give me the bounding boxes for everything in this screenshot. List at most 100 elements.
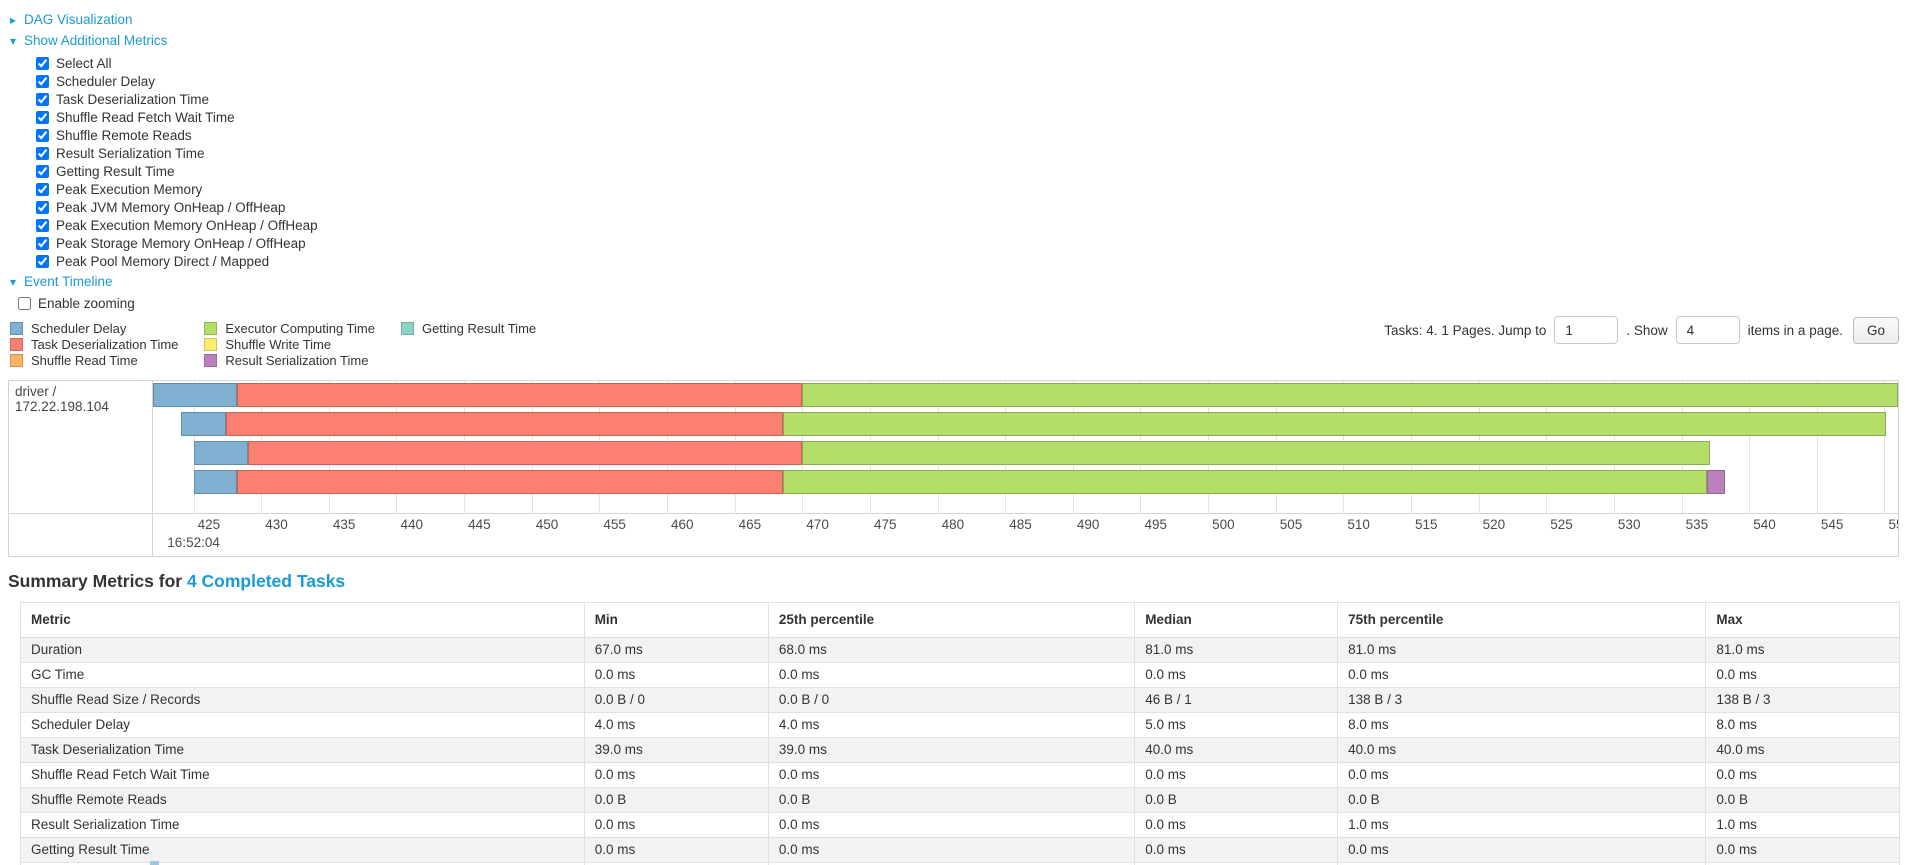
metric-checkbox[interactable]: [36, 164, 49, 178]
legend-column: Executor Computing Time Shuffle Write Tim…: [204, 320, 375, 368]
metric-value-cell: 0.0 B: [1337, 787, 1707, 813]
task-bar-segment-task-deserialization[interactable]: [247, 441, 803, 465]
axis-tick-label: 505: [1279, 517, 1303, 532]
metric-checkbox-label: Result Serialization Time: [56, 145, 205, 161]
task-bar-segment-scheduler-delay[interactable]: [193, 441, 248, 465]
metric-value-cell: 0.0 B: [1134, 787, 1339, 813]
timeline-plot-area: [153, 381, 1898, 513]
metric-checkbox[interactable]: [36, 128, 49, 142]
axis-tick-label: 550: [1888, 517, 1898, 532]
metric-value-cell: 0.0 ms: [1134, 812, 1339, 838]
legend-swatch-icon: [10, 337, 23, 351]
event-timeline-toggle[interactable]: ▾ Event Timeline: [10, 273, 1907, 291]
metric-value-cell: 1.0 ms: [1337, 812, 1707, 838]
axis-tick-label: 485: [1009, 517, 1032, 532]
axis-tick-label: 425: [197, 517, 221, 532]
jump-to-page-input[interactable]: [1554, 316, 1619, 344]
timeline-x-axis: 425 430 435 440 445 450 455 460 465 470 475 480 485 4…: [153, 514, 1898, 556]
legend-item: Shuffle Read Time: [10, 352, 178, 368]
metric-checkbox-label: Select All: [56, 55, 112, 71]
axis-tick-label: 460: [671, 517, 694, 532]
event-timeline-link[interactable]: Event Timeline: [24, 274, 113, 289]
metric-name-cell: Shuffle Read Fetch Wait Time: [20, 762, 585, 788]
metric-value-cell: 928 B: [1337, 862, 1707, 865]
metric-value-cell: 8.0 ms: [1337, 712, 1707, 738]
legend-label: Task Deserialization Time: [31, 336, 179, 352]
metric-value-cell: 0.0 ms: [583, 837, 769, 863]
gridline: [1816, 381, 1818, 513]
enable-zooming-checkbox[interactable]: [18, 296, 31, 310]
metric-value-cell: 928 B: [1705, 862, 1900, 865]
metric-checkbox[interactable]: [36, 182, 49, 196]
table-column-header: Median: [1134, 602, 1339, 638]
metric-checkbox[interactable]: [36, 200, 49, 214]
axis-tick-label: 465: [738, 517, 762, 532]
legend-swatch-icon: [10, 353, 23, 367]
legend-column: Scheduler Delay Task Deserialization Time…: [10, 320, 178, 368]
metric-value-cell: 0.0 ms: [767, 762, 1136, 788]
task-bar-segment-scheduler-delay[interactable]: [181, 412, 227, 436]
task-bar-segment-executor-computing[interactable]: [783, 470, 1708, 494]
metric-checkbox[interactable]: [36, 56, 49, 70]
metric-name-cell: Duration: [20, 637, 585, 663]
metric-checkbox[interactable]: [36, 92, 49, 106]
axis-tick-label: 440: [400, 517, 424, 532]
metric-checkbox[interactable]: [36, 254, 49, 268]
enable-zooming-row: Enable zooming: [18, 294, 1907, 312]
metric-checkbox-row: Peak Execution Memory: [36, 180, 1907, 198]
summary-metrics-table: Metric Min 25th percentile Median 75th perce…: [20, 602, 1900, 865]
legend-item: Scheduler Delay: [10, 320, 178, 336]
task-bar-segment-result-serialization[interactable]: [1707, 470, 1725, 494]
legend-label: Shuffle Write Time: [225, 336, 332, 352]
items-per-page-input[interactable]: [1675, 316, 1740, 344]
go-button[interactable]: Go: [1852, 316, 1899, 344]
task-bar-segment-executor-computing[interactable]: [783, 412, 1886, 436]
clipped-next-section-link[interactable]: [150, 861, 159, 865]
metric-value-cell: 0.0 ms: [767, 837, 1136, 863]
metric-value-cell: 0.0 ms: [583, 662, 769, 688]
axis-tick-label: 490: [1076, 517, 1100, 532]
metric-checkbox-row: Peak Pool Memory Direct / Mapped: [36, 252, 1907, 270]
stage-controls: ▸ DAG Visualization ▾ Show Additional Metr…: [0, 0, 1907, 312]
metric-checkbox[interactable]: [36, 218, 49, 232]
task-bar-segment-scheduler-delay[interactable]: [153, 383, 237, 407]
metric-checkbox-label: Scheduler Delay: [56, 73, 156, 89]
metric-checkbox-label: Shuffle Remote Reads: [56, 127, 192, 143]
task-bar-segment-task-deserialization[interactable]: [236, 470, 784, 494]
dag-visualization-toggle[interactable]: ▸ DAG Visualization: [10, 11, 1907, 29]
dag-visualization-link[interactable]: DAG Visualization: [24, 12, 133, 27]
task-bar-segment-task-deserialization[interactable]: [226, 412, 784, 436]
legend-column: Getting Result Time: [400, 320, 537, 336]
metric-checkbox-row: Peak JVM Memory OnHeap / OffHeap: [36, 198, 1907, 216]
legend-item: Executor Computing Time: [204, 320, 375, 336]
task-bar-segment-executor-computing[interactable]: [802, 441, 1710, 465]
task-bar-segment-executor-computing[interactable]: [802, 383, 1898, 407]
metric-checkbox[interactable]: [36, 74, 49, 88]
metric-name-cell: GC Time: [20, 662, 585, 688]
task-bar-segment-scheduler-delay[interactable]: [193, 470, 237, 494]
metric-checkbox[interactable]: [36, 236, 49, 250]
show-additional-metrics-link[interactable]: Show Additional Metrics: [24, 33, 168, 48]
timeline-legend: Scheduler Delay Task Deserialization Time…: [10, 320, 1899, 368]
metric-checkbox[interactable]: [36, 146, 49, 160]
metric-name-cell: Result Serialization Time: [20, 812, 585, 838]
completed-tasks-link[interactable]: 4 Completed Tasks: [186, 571, 346, 591]
table-column-header: Min: [583, 602, 769, 638]
metric-checkbox[interactable]: [36, 110, 49, 124]
axis-tick-label: 520: [1482, 517, 1506, 532]
task-bar-segment-task-deserialization[interactable]: [236, 383, 803, 407]
metric-value-cell: 68.0 ms: [767, 637, 1136, 663]
legend-label: Getting Result Time: [421, 320, 537, 336]
legend-label: Result Serialization Time: [225, 352, 369, 368]
metric-value-cell: 0.0 B: [583, 787, 769, 813]
summary-title-prefix: Summary Metrics for: [8, 571, 187, 591]
metric-value-cell: 0.0 ms: [1134, 837, 1339, 863]
metric-value-cell: 0.0 ms: [1705, 662, 1900, 688]
expanded-arrow-icon: ▾: [10, 34, 17, 48]
expanded-arrow-icon: ▾: [10, 275, 17, 289]
metric-value-cell: 0.0 B: [767, 787, 1136, 813]
show-additional-metrics-toggle[interactable]: ▾ Show Additional Metrics: [10, 32, 1907, 50]
axis-tick-label: 450: [535, 517, 559, 532]
axis-tick-label: 480: [941, 517, 965, 532]
legend-swatch-icon: [10, 321, 23, 335]
